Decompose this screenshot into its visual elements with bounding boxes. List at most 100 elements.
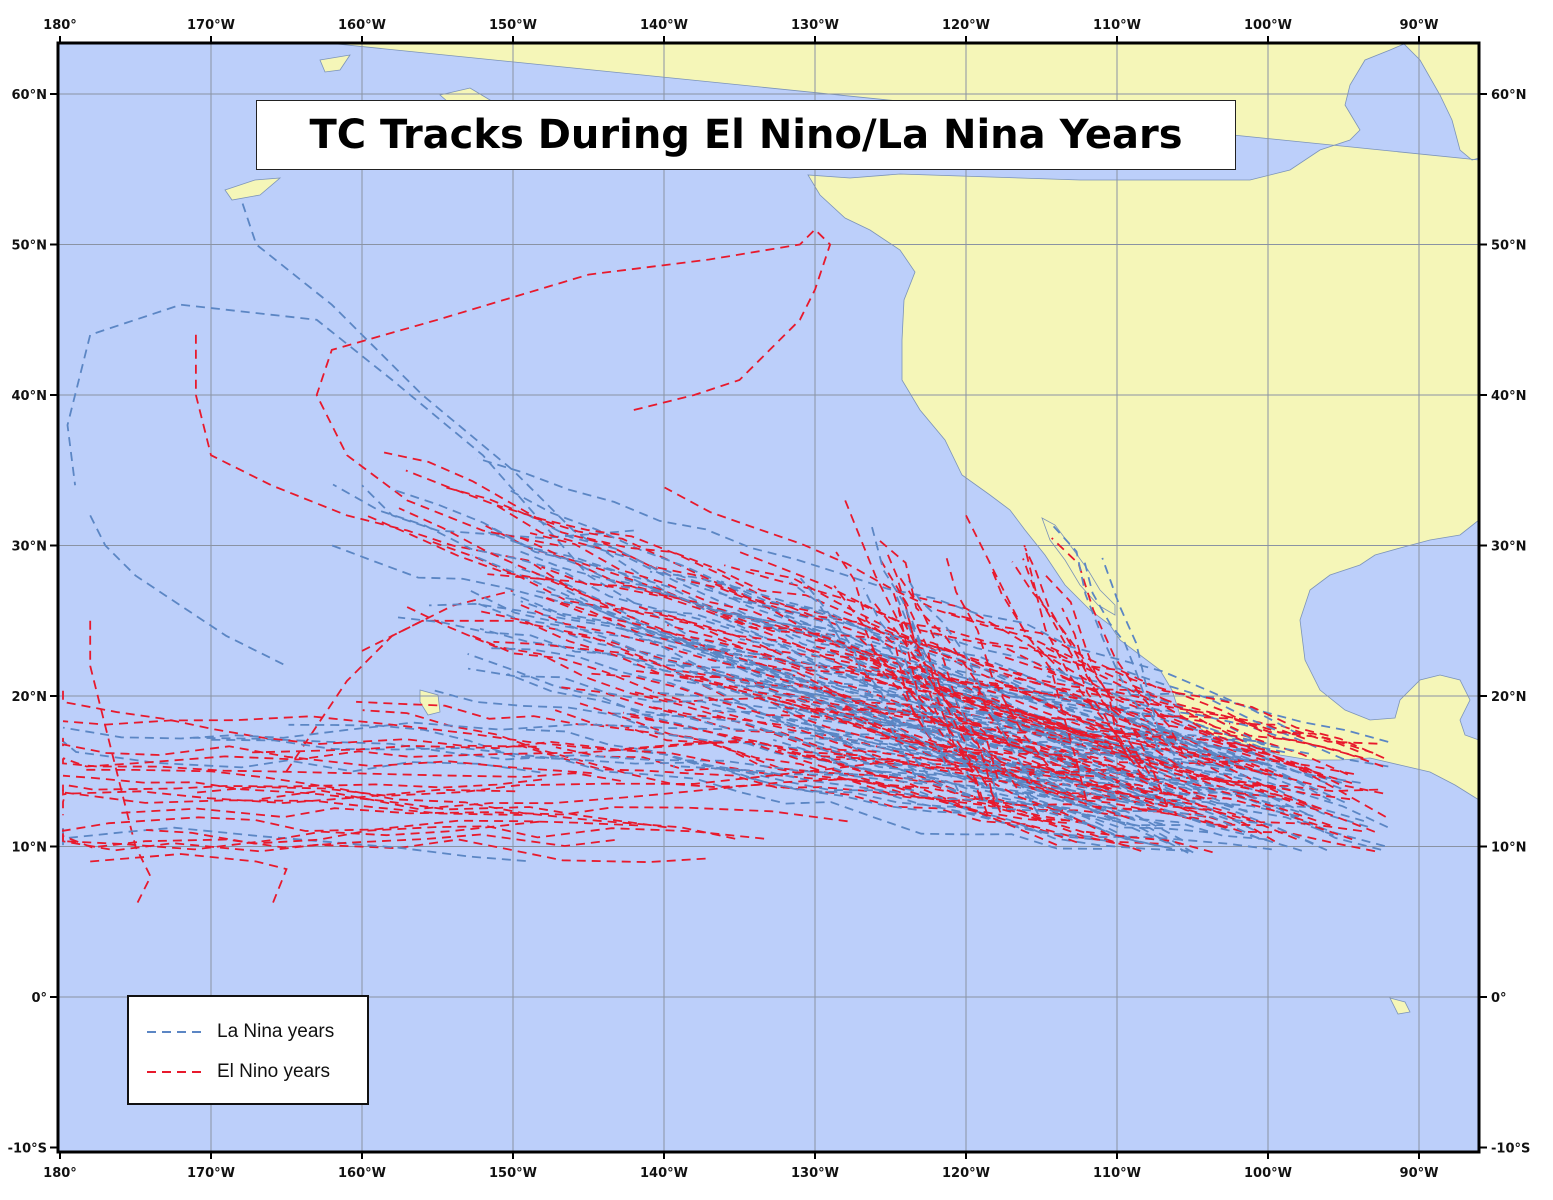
- el-nino-track: [1191, 734, 1353, 784]
- legend-swatch-el-nino: [147, 1071, 203, 1073]
- la-nina-track: [620, 627, 1136, 822]
- el-nino-track: [1232, 791, 1376, 833]
- el-nino-track: [398, 507, 1059, 767]
- el-nino-track: [664, 486, 1349, 776]
- lat-label-left: 60°N: [12, 88, 47, 103]
- la-nina-track: [742, 681, 1268, 765]
- map-frame: [56, 41, 1481, 1154]
- el-nino-track: [496, 504, 1306, 740]
- el-nino-track: [684, 673, 1070, 775]
- la-nina-track: [520, 600, 1249, 778]
- el-nino-track: [62, 774, 667, 829]
- la-nina-track: [467, 667, 1215, 827]
- el-nino-track: [778, 698, 1198, 814]
- lat-label-right: 60°N: [1491, 88, 1526, 103]
- la-nina-track: [919, 725, 1300, 818]
- el-nino-track: [848, 707, 1159, 765]
- lon-label-bottom: 140°W: [640, 1166, 688, 1181]
- el-nino-track: [1022, 558, 1142, 767]
- el-nino-track: [878, 539, 1011, 748]
- la-nina-track: [649, 570, 1236, 756]
- el-nino-track: [116, 806, 848, 823]
- lat-label-left: 0°: [31, 991, 47, 1006]
- el-nino-track: [1023, 544, 1131, 762]
- la-nina-track: [581, 542, 1369, 828]
- lon-label-top: 130°W: [791, 18, 839, 33]
- el-nino-track: [1091, 719, 1201, 766]
- lon-label-top: 170°W: [187, 18, 235, 33]
- la-nina-track: [672, 765, 1181, 827]
- el-nino-track: [541, 566, 1374, 754]
- la-nina-track: [89, 514, 287, 667]
- el-nino-track: [361, 619, 725, 697]
- el-nino-track: [632, 690, 1351, 801]
- lat-label-right: 50°N: [1491, 239, 1526, 254]
- el-nino-track: [315, 228, 832, 547]
- el-nino-track: [1024, 547, 1151, 775]
- la-nina-track: [734, 684, 1193, 784]
- el-nino-track: [945, 558, 1049, 767]
- la-nina-track: [506, 488, 1177, 743]
- la-nina-track: [467, 653, 1131, 840]
- la-nina-track: [1117, 667, 1389, 768]
- el-nino-track: [734, 549, 1322, 775]
- la-nina-track: [862, 587, 960, 792]
- el-nino-track: [261, 778, 912, 810]
- la-nina-track: [521, 728, 1272, 851]
- el-nino-track: [519, 536, 1321, 810]
- la-nina-track: [1101, 557, 1201, 794]
- storm-tracks: [62, 199, 1389, 908]
- lat-label-right: -10°S: [1491, 1142, 1530, 1157]
- la-nina-track: [720, 767, 1209, 834]
- la-nina-track: [752, 690, 1108, 746]
- la-nina-track: [673, 679, 1227, 769]
- la-nina-track: [1132, 732, 1264, 764]
- lat-label-right: 0°: [1491, 991, 1507, 1006]
- la-nina-track: [609, 712, 1194, 810]
- map-title-box: TC Tracks During El Nino/La Nina Years: [256, 100, 1236, 170]
- el-nino-track: [146, 825, 765, 845]
- lon-label-top: 90°W: [1400, 18, 1439, 33]
- el-nino-track: [1195, 774, 1379, 793]
- la-nina-track: [790, 581, 931, 778]
- la-nina-track: [240, 199, 1314, 818]
- la-nina-track: [1094, 781, 1334, 836]
- el-nino-track: [815, 645, 1134, 762]
- el-nino-track: [777, 749, 1125, 774]
- la-nina-track: [193, 736, 874, 777]
- la-nina-track: [429, 688, 1173, 850]
- el-nino-track: [1041, 644, 1384, 795]
- el-nino-track: [1011, 561, 1144, 778]
- la-nina-track: [753, 727, 1155, 775]
- lat-label-left: 30°N: [12, 540, 47, 555]
- graticule: [58, 43, 1479, 1152]
- la-nina-track: [1082, 556, 1172, 746]
- el-nino-track: [62, 833, 615, 849]
- el-nino-track: [1085, 830, 1213, 854]
- el-nino-track: [1076, 785, 1353, 841]
- lat-label-right: 30°N: [1491, 540, 1526, 555]
- el-nino-track: [647, 705, 1116, 802]
- el-nino-track: [1044, 573, 1176, 765]
- la-nina-track: [648, 609, 1291, 742]
- la-nina-track: [485, 647, 1087, 758]
- la-nina-track: [361, 484, 634, 539]
- el-nino-track: [870, 598, 1018, 789]
- el-nino-track: [583, 536, 1384, 768]
- el-nino-track: [1061, 607, 1169, 808]
- lon-label-bottom: 130°W: [791, 1166, 839, 1181]
- la-nina-track: [828, 765, 1191, 852]
- el-nino-track: [512, 742, 1130, 848]
- el-nino-track: [62, 820, 540, 851]
- la-nina-track: [725, 595, 1305, 792]
- la-nina-track: [620, 748, 1109, 842]
- el-nino-track: [195, 334, 574, 592]
- el-nino-track: [90, 853, 288, 908]
- la-nina-track: [890, 732, 1260, 840]
- el-nino-track: [939, 798, 1086, 823]
- el-nino-track: [62, 689, 537, 748]
- la-nina-track: [911, 620, 1039, 815]
- lat-label-left: 20°N: [12, 690, 47, 705]
- el-nino-track: [579, 702, 1078, 844]
- la-nina-track: [332, 483, 1117, 788]
